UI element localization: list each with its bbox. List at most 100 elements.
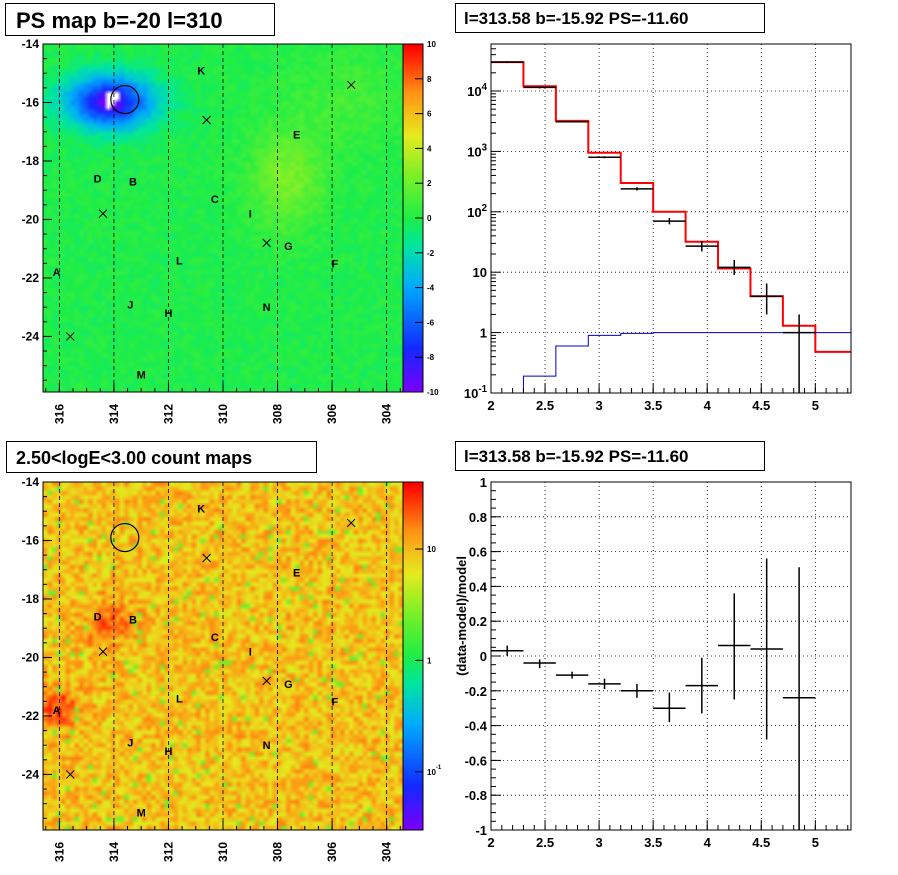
colorbar-tick-label: -10 [427, 388, 439, 397]
source-label: F [331, 696, 338, 708]
y-tick-label: 0.8 [469, 510, 487, 525]
colorbar-tick-label: 1 [427, 656, 432, 665]
x-tick-label: 310 [216, 404, 230, 424]
spectrum-panel: 2 2.5 3 3.5 4 4.5 5 10-1 1 10 102 103 104 l=313.58 b… [449, 0, 898, 438]
x-tick-label: 5 [812, 835, 819, 850]
x-tick-label: 306 [325, 842, 339, 862]
residual-axes: 2 2.5 3 3.5 4 4.5 5 1 0.8 0.6 0.4 0.2 0 -0.2 -0.4 -0.6 -… [465, 475, 849, 850]
x-tick-label: 4 [704, 398, 712, 413]
ps-map-svg: K E D B C I G L F A J H N M 316 314 312 310 308 306 304 -14 -… [22, 37, 439, 424]
colorbar-tick-label: -6 [427, 318, 435, 327]
data-point [653, 217, 686, 225]
residual-point [685, 657, 719, 714]
spectrum-title: l=313.58 b=-15.92 PS=-11.60 [455, 3, 765, 33]
data-point [750, 283, 783, 315]
y-tick-label: 103 [467, 142, 487, 159]
y-tick-label: 1 [480, 326, 487, 341]
source-label: D [94, 612, 102, 624]
colorbar-tick-label: 10 [427, 40, 436, 49]
data-point [523, 86, 556, 89]
y-tick-label: -16 [22, 95, 40, 109]
residual-point [491, 645, 524, 656]
source-cross [65, 332, 75, 341]
x-tick-label: 308 [271, 404, 285, 424]
residual-point [588, 678, 621, 690]
x-tick-label: 312 [161, 842, 175, 862]
model-histogram [491, 61, 851, 353]
residual-ylabel: (data-model)/model [454, 556, 469, 676]
x-tick-label: 304 [380, 404, 394, 424]
source-label: H [164, 746, 172, 758]
x-tick-label: 2.5 [536, 398, 554, 413]
y-tick-label: -1 [475, 823, 487, 838]
residual-point [750, 558, 783, 740]
y-tick-label: 0.4 [469, 579, 488, 594]
data-point [685, 240, 719, 252]
x-tick-label: 4 [704, 835, 712, 850]
ps-map-panel: K E D B C I G L F A J H N M 316 314 312 310 308 306 304 -14 -… [0, 0, 449, 438]
y-tick-label: -0.8 [465, 788, 487, 803]
count-map-colorbar [403, 482, 423, 830]
colorbar-tick-label: 8 [427, 75, 432, 84]
data-point [718, 259, 751, 275]
residual-point [782, 567, 816, 830]
colorbar-tick-label: 6 [427, 110, 432, 119]
count-map-panel: K E D B C I G L F A J H N M 316 314 312 310 308 306 304 -14 -… [0, 438, 449, 875]
source-label: N [263, 740, 271, 752]
spectrum-frame [490, 43, 852, 394]
source-cross [262, 238, 271, 248]
source-label: A [53, 267, 61, 279]
count-map-title: 2.50<logE<3.00 count maps [6, 441, 317, 473]
source-label: I [249, 209, 252, 221]
y-tick-label: 10 [473, 265, 487, 280]
colorbar-tick-label: -4 [427, 284, 435, 293]
ps-circle [110, 522, 140, 553]
source-label: G [284, 679, 293, 691]
y-tick-label: 0.2 [469, 614, 487, 629]
x-tick-label: 312 [161, 404, 175, 424]
y-tick-label: -22 [22, 709, 40, 723]
source-label: K [197, 503, 205, 515]
colorbar-tick-label: 10 [427, 545, 436, 554]
y-tick-label: -24 [22, 329, 40, 343]
residual-panel: 2 2.5 3 3.5 4 4.5 5 1 0.8 0.6 0.4 0.2 0 -0.2 -0.4 -0.6 -… [449, 438, 898, 875]
residual-point [620, 683, 654, 698]
data-point [620, 187, 654, 191]
source-label: A [53, 705, 61, 717]
ps-map-axes: 316 314 312 310 308 306 304 -14 -16 -18 -20 -22 -24 [22, 37, 401, 424]
y-tick-label: 1 [480, 475, 487, 490]
ps-map-title: PS map b=-20 l=310 [5, 3, 275, 36]
source-label: I [249, 647, 252, 659]
y-tick-label: -16 [22, 533, 40, 547]
background-histogram [491, 332, 851, 394]
x-tick-label: 306 [325, 404, 339, 424]
x-tick-label: 304 [380, 842, 394, 862]
x-tick-label: 3 [595, 398, 602, 413]
spectrum-axes: 2 2.5 3 3.5 4 4.5 5 10-1 1 10 102 103 104 [464, 48, 849, 413]
spectrum-series [491, 61, 851, 394]
data-point [555, 120, 589, 123]
residual-point [555, 671, 589, 679]
colorbar-tick-label: -2 [427, 249, 435, 258]
y-tick-label: 0.6 [469, 545, 487, 560]
data-point [588, 156, 621, 159]
source-label: E [293, 130, 300, 142]
source-cross [262, 676, 271, 686]
source-cross [346, 518, 356, 528]
x-tick-label: 310 [216, 842, 230, 862]
x-tick-label: 2.5 [536, 835, 554, 850]
y-tick-label: -20 [22, 650, 40, 664]
x-tick-label: 314 [107, 842, 121, 862]
source-cross [65, 770, 75, 779]
count-map-svg: K E D B C I G L F A J H N M 316 314 312 310 308 306 304 -14 -… [22, 475, 442, 862]
count-map-colorbar-ticks: 10 1 10-1 [415, 545, 442, 777]
x-tick-label: 316 [52, 404, 66, 424]
source-cross [202, 115, 211, 125]
data-point [782, 314, 816, 393]
x-tick-label: 3.5 [644, 398, 662, 413]
y-tick-label: 104 [467, 82, 487, 99]
ps-map-colorbar [403, 44, 423, 392]
colorbar-tick-label: 0 [427, 214, 432, 223]
x-tick-label: 3.5 [644, 835, 662, 850]
y-tick-label: -22 [22, 271, 40, 285]
